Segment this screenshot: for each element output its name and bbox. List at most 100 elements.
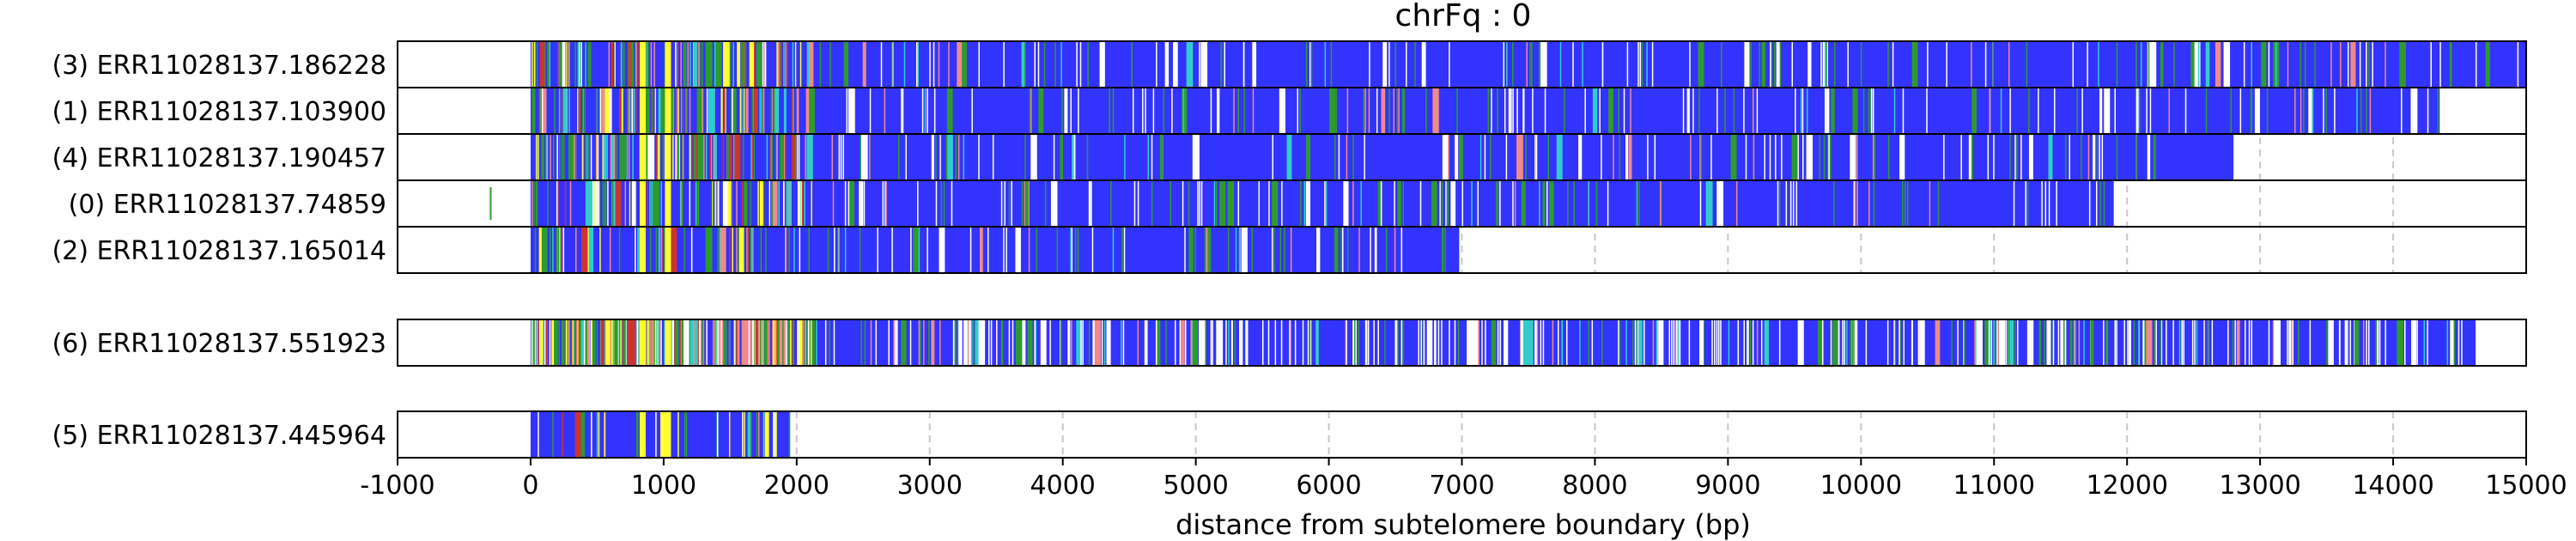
read-stripe — [760, 319, 762, 366]
read-stripe — [1398, 88, 1400, 134]
read-stripe — [918, 319, 920, 366]
read-stripe — [1756, 88, 1759, 134]
read-stripe — [1547, 134, 1550, 180]
read-stripe — [969, 227, 972, 273]
read-stripe — [776, 319, 778, 366]
read-stripe — [635, 227, 636, 273]
read-stripe — [610, 319, 612, 366]
read-stripe — [2137, 88, 2139, 134]
read-stripe — [1346, 88, 1349, 134]
read-stripe — [1109, 88, 1110, 134]
read-stripe — [1781, 134, 1783, 180]
read-stripe — [608, 41, 611, 88]
read-stripe — [1294, 319, 1297, 366]
read-stripe — [1484, 134, 1486, 180]
read-stripe — [2399, 41, 2406, 88]
read-stripe — [2103, 180, 2105, 227]
read-stripe — [1490, 134, 1492, 180]
read-stripe — [796, 134, 799, 180]
read-stripe — [1559, 41, 1562, 88]
read-stripe — [832, 180, 835, 227]
read-stripe — [1779, 41, 1782, 88]
read-stripe — [2160, 319, 2163, 366]
read-stripe — [796, 88, 799, 134]
read-stripe — [2028, 134, 2033, 180]
read-stripe — [1194, 227, 1196, 273]
read-stripe — [582, 319, 584, 366]
read-stripe — [727, 134, 730, 180]
read-stripe — [1358, 227, 1360, 273]
read-stripe — [696, 180, 698, 227]
read-stripe — [768, 319, 769, 366]
read-stripe — [838, 134, 841, 180]
read-stripe — [1448, 134, 1449, 180]
read-stripe — [730, 88, 732, 134]
read-stripe — [1806, 134, 1814, 180]
read-stripe — [1423, 319, 1425, 366]
read-stripe — [1067, 319, 1071, 366]
read-stripe — [711, 180, 714, 227]
read-stripe — [732, 227, 733, 273]
read-stripe — [558, 88, 561, 134]
read-stripe — [935, 134, 937, 180]
read-stripe — [2254, 88, 2260, 134]
read-stripe — [752, 227, 754, 273]
read-stripe — [2517, 41, 2519, 88]
read-stripe — [2354, 319, 2356, 366]
read-stripe — [1001, 319, 1004, 366]
read-stripe — [693, 41, 695, 88]
read-stripe — [1535, 134, 1538, 180]
read-stripe — [1657, 319, 1659, 366]
read-stripe — [635, 41, 637, 88]
read-stripe — [1618, 319, 1619, 366]
read-stripe — [1388, 41, 1390, 88]
read-stripe — [2334, 88, 2336, 134]
read-stripe — [819, 41, 822, 88]
read-stripe — [2232, 319, 2234, 366]
read-stripe — [1186, 41, 1194, 88]
read-stripe — [884, 180, 886, 227]
read-stripe — [2184, 88, 2187, 134]
read-label: (2) ERR11028137.165014 — [52, 236, 386, 266]
read-stripe — [1400, 227, 1403, 273]
read-stripe — [2362, 319, 2365, 366]
read-stripe — [532, 180, 533, 227]
read-stripe — [1024, 41, 1026, 88]
read-stripe — [827, 227, 829, 273]
read-stripe — [2397, 319, 2403, 366]
read-stripe — [2046, 319, 2051, 366]
read-stripe — [672, 134, 674, 180]
read-stripe — [1842, 319, 1844, 366]
read-stripe — [549, 227, 551, 273]
read-stripe — [635, 88, 637, 134]
read-stripe — [1309, 41, 1311, 88]
read-stripe — [831, 134, 833, 180]
read-stripe — [1131, 41, 1133, 88]
read-stripe — [1833, 180, 1835, 227]
read-stripe — [1374, 227, 1376, 273]
read-stripe — [773, 411, 775, 458]
read-stripe — [2377, 319, 2379, 366]
read-stripe — [931, 134, 934, 180]
read-stripe — [1054, 180, 1056, 227]
read-stripe — [579, 41, 580, 88]
read-stripe — [963, 319, 965, 366]
read-stripe — [793, 88, 794, 134]
read-stripe — [792, 41, 794, 88]
read-stripe — [1447, 180, 1449, 227]
read-stripe — [1903, 319, 1905, 366]
read-stripe — [556, 319, 558, 366]
read-stripe — [2038, 319, 2040, 366]
read-stripe — [1764, 319, 1769, 366]
read-stripe — [1698, 88, 1700, 134]
read-stripe — [588, 227, 594, 273]
read-stripe — [1820, 41, 1822, 88]
read-stripe — [660, 227, 663, 273]
read-stripe — [2008, 319, 2010, 366]
read-stripe — [2261, 41, 2267, 88]
read-stripe — [842, 134, 844, 180]
read-stripe — [1692, 88, 1694, 134]
read-stripe — [680, 180, 682, 227]
read-stripe — [1699, 319, 1704, 366]
read-stripe — [848, 180, 850, 227]
